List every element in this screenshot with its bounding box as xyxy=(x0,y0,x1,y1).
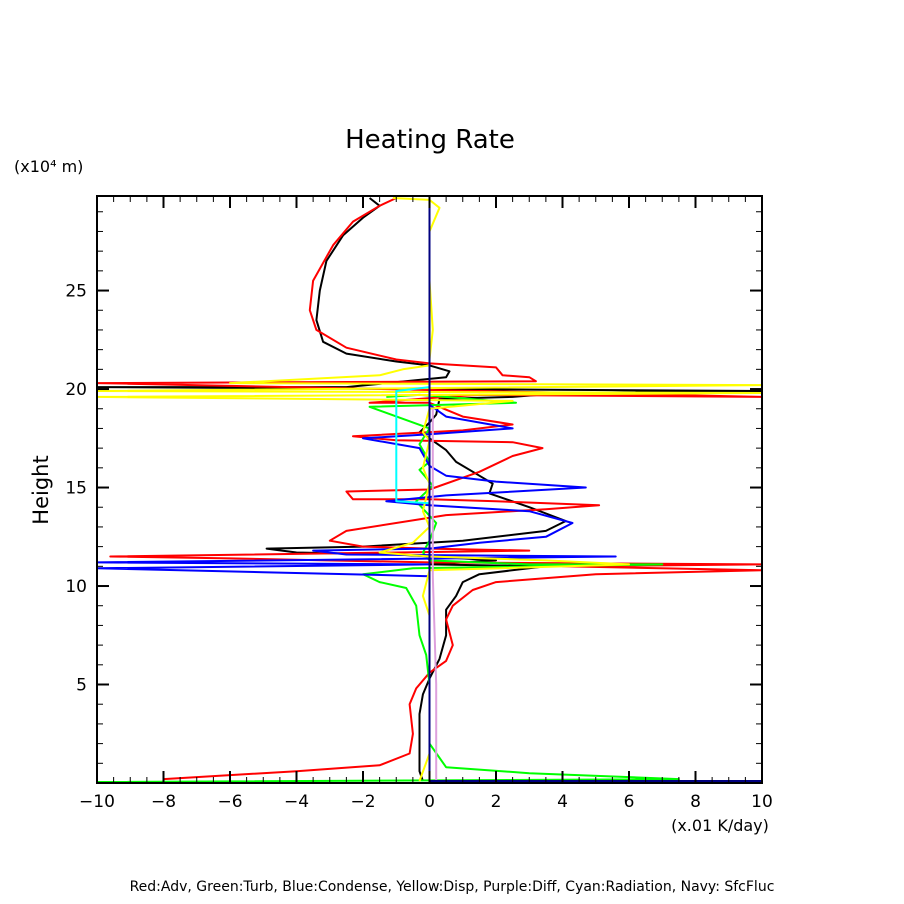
axes-layer: −10 −8 −6 −4 −2 0 2 4 6 8 10 5 10 15 20 25 xyxy=(65,195,773,812)
x-axis-label: (x.01 K/day) xyxy=(671,816,769,835)
series-line-5 xyxy=(431,408,438,781)
y-unit-label: (x10⁴ m) xyxy=(14,157,83,176)
series-line-2 xyxy=(96,393,680,783)
series-line-3 xyxy=(96,403,617,578)
x-tick-label: −8 xyxy=(151,792,176,812)
chart-title: Heating Rate xyxy=(345,125,515,155)
x-tick-label: −4 xyxy=(284,792,309,812)
x-tick-label: 10 xyxy=(751,792,773,812)
x-tick-label: −10 xyxy=(79,792,115,812)
series-line-0 xyxy=(96,197,763,782)
series-line-7 xyxy=(428,198,762,782)
y-tick-label: 15 xyxy=(65,479,87,499)
x-tick-label: 6 xyxy=(624,792,635,812)
y-tick-label: 20 xyxy=(65,380,87,400)
x-tick-label: −6 xyxy=(217,792,242,812)
y-axis-label: Height xyxy=(29,455,53,524)
y-tick-label: 10 xyxy=(65,577,87,597)
series-layer xyxy=(96,197,763,783)
y-tick-label: 25 xyxy=(65,282,87,302)
series-line-6 xyxy=(395,386,430,505)
legend-text: Red:Adv, Green:Turb, Blue:Condense, Yell… xyxy=(130,879,775,895)
x-tick-label: −2 xyxy=(350,792,375,812)
series-line-1 xyxy=(96,197,763,781)
x-tick-label: 2 xyxy=(491,792,502,812)
y-tick-label: 5 xyxy=(76,676,87,696)
x-tick-label: 4 xyxy=(557,792,568,812)
x-tick-label: 0 xyxy=(424,792,435,812)
x-tick-label: 8 xyxy=(690,792,701,812)
